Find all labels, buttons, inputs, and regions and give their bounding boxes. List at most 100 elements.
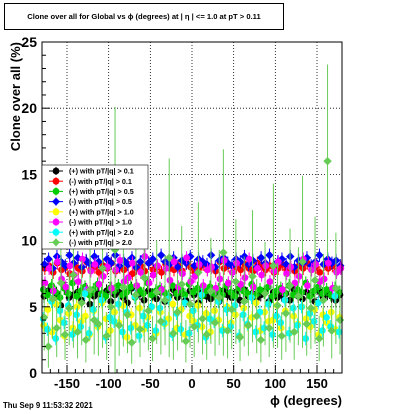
data-point xyxy=(220,257,228,264)
data-point xyxy=(56,294,64,301)
data-point xyxy=(223,326,232,335)
data-point xyxy=(315,334,324,343)
data-point xyxy=(198,291,205,299)
data-point xyxy=(169,282,176,290)
data-point xyxy=(277,319,285,327)
data-point xyxy=(102,331,111,341)
y-axis-label: Clone over all (%) xyxy=(8,42,23,151)
data-point xyxy=(139,312,147,320)
data-point xyxy=(89,306,97,313)
data-point xyxy=(48,294,57,304)
data-point xyxy=(219,248,228,257)
data-point xyxy=(295,272,303,280)
data-point xyxy=(323,286,331,293)
data-point xyxy=(195,261,203,268)
data-point xyxy=(208,263,216,271)
legend-label: (-) with pT/|q| > 2.0 xyxy=(69,238,132,247)
data-point xyxy=(324,259,332,267)
data-point xyxy=(52,323,61,333)
data-point xyxy=(43,325,51,333)
data-point xyxy=(106,302,116,311)
data-point xyxy=(44,342,53,351)
data-point xyxy=(154,262,161,270)
data-point xyxy=(116,257,124,264)
data-point xyxy=(237,266,245,274)
data-point xyxy=(265,250,274,260)
data-point xyxy=(144,258,153,268)
data-point xyxy=(265,323,274,333)
data-point xyxy=(66,262,74,270)
data-point xyxy=(273,312,280,320)
data-point xyxy=(85,285,95,294)
x-tick-label: 100 xyxy=(264,376,286,391)
data-point xyxy=(337,265,345,272)
data-point xyxy=(119,282,128,292)
data-point xyxy=(323,156,332,166)
data-point xyxy=(135,325,145,334)
data-point xyxy=(135,332,143,340)
data-point xyxy=(241,274,249,282)
data-point xyxy=(169,329,178,338)
data-point xyxy=(302,319,311,329)
data-point xyxy=(170,258,178,266)
data-point xyxy=(148,254,157,264)
data-point xyxy=(91,261,99,268)
data-point xyxy=(319,295,328,305)
y-tick-label: 25 xyxy=(21,34,37,50)
data-point xyxy=(273,301,282,310)
data-point xyxy=(115,321,124,330)
data-point xyxy=(189,307,197,315)
data-point xyxy=(235,333,245,342)
data-point xyxy=(331,284,341,293)
data-point xyxy=(310,317,318,325)
legend-marker xyxy=(52,208,60,216)
legend-label: (+) with pT/|q| > 0.5 xyxy=(69,187,134,196)
data-point xyxy=(73,327,82,337)
data-point xyxy=(290,327,299,337)
data-point xyxy=(139,290,147,297)
data-point xyxy=(285,281,295,290)
chart-title: Clone over all for Global vs ϕ (degrees)… xyxy=(27,12,261,21)
y-tick-label: 15 xyxy=(21,166,37,182)
data-point xyxy=(68,331,76,339)
data-point xyxy=(120,266,128,274)
data-point xyxy=(198,314,207,323)
data-point xyxy=(90,252,99,261)
data-point xyxy=(39,286,47,293)
data-point xyxy=(185,299,195,309)
data-point xyxy=(152,288,161,297)
data-point xyxy=(62,283,70,291)
data-point xyxy=(131,290,141,300)
title-box: Clone over all for Global vs ϕ (degrees)… xyxy=(4,3,284,30)
data-point xyxy=(256,335,266,345)
data-point xyxy=(98,296,105,304)
data-point xyxy=(223,306,230,313)
data-point xyxy=(73,292,81,300)
data-point xyxy=(143,321,151,329)
data-point xyxy=(281,309,291,318)
data-point xyxy=(262,262,270,270)
data-point xyxy=(287,263,295,271)
data-point xyxy=(289,304,297,312)
data-point xyxy=(133,282,141,290)
x-tick-label: -100 xyxy=(96,376,122,391)
data-point xyxy=(74,278,82,286)
x-axis-label: ϕ (degrees) xyxy=(270,393,342,408)
data-point xyxy=(69,279,76,287)
legend-marker xyxy=(52,238,60,247)
data-point xyxy=(102,292,110,300)
data-point xyxy=(310,276,320,285)
data-point xyxy=(277,331,286,341)
data-point xyxy=(124,274,132,282)
data-point xyxy=(160,295,170,305)
data-point xyxy=(165,253,174,263)
x-tick-label: 0 xyxy=(188,376,195,391)
data-point xyxy=(249,283,257,291)
data-point xyxy=(56,278,66,288)
data-point xyxy=(156,317,166,326)
data-point xyxy=(73,311,80,319)
data-point xyxy=(49,287,57,295)
data-point xyxy=(306,303,316,313)
data-point xyxy=(169,300,177,308)
